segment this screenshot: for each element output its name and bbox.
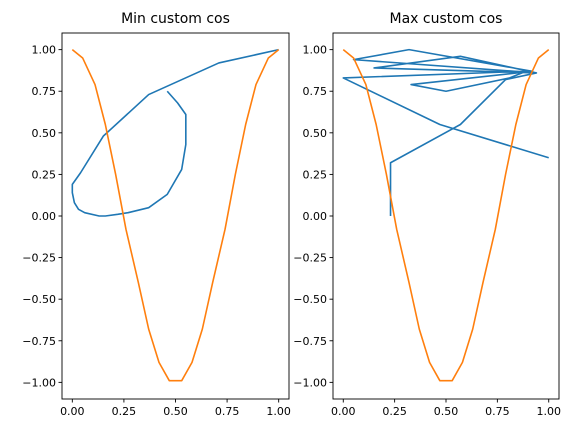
x-tick-label: 0.75 (215, 405, 240, 418)
y-tick-label: −0.25 (293, 252, 327, 265)
y-tick-label: 1.00 (32, 44, 57, 57)
x-tick-label: 0.00 (331, 405, 356, 418)
y-tick-label: 0.50 (32, 127, 57, 140)
x-tick-label: 0.00 (60, 405, 85, 418)
series-line-1 (342, 48, 549, 216)
y-tick-label: 0.75 (32, 85, 57, 98)
series-line-2 (342, 49, 550, 382)
x-tick-label: 0.25 (112, 405, 137, 418)
y-tick-label: −0.25 (22, 252, 56, 265)
subplot-2: 0.00 0.25 0.50 0.75 1.00 −1.00 −0.75 −0.50 −0.25… (293, 11, 561, 418)
y-tick-label: −1.00 (22, 376, 56, 389)
y-tick-label: 0.00 (303, 210, 328, 223)
y-tick-label: −0.75 (293, 335, 327, 348)
y-tick-label: 0.25 (303, 168, 328, 181)
y-tick-label: 0.25 (32, 168, 57, 181)
x-tick-label: 1.00 (266, 405, 291, 418)
x-tick-label: 0.75 (485, 405, 510, 418)
y-tick-label: 1.00 (303, 44, 328, 57)
series-line-2 (71, 49, 280, 382)
y-tick-label: 0.00 (32, 210, 57, 223)
y-tick-label: −0.50 (22, 293, 56, 306)
chart-title: Min custom cos (121, 11, 230, 27)
y-tick-label: −0.75 (22, 335, 56, 348)
y-tick-label: −0.50 (293, 293, 327, 306)
y-tick-label: 0.50 (303, 127, 328, 140)
x-tick-label: 1.00 (536, 405, 561, 418)
x-tick-label: 0.50 (434, 405, 459, 418)
y-tick-label: 0.75 (303, 85, 328, 98)
series-line-1 (71, 48, 279, 217)
x-tick-label: 0.50 (163, 405, 188, 418)
subplot-1: 0.00 0.25 0.50 0.75 1.00 −1.00 −0.75 −0.50 −0.25… (22, 11, 291, 418)
x-tick-label: 0.25 (382, 405, 407, 418)
y-tick-label: −1.00 (293, 376, 327, 389)
chart-title: Max custom cos (390, 11, 503, 27)
